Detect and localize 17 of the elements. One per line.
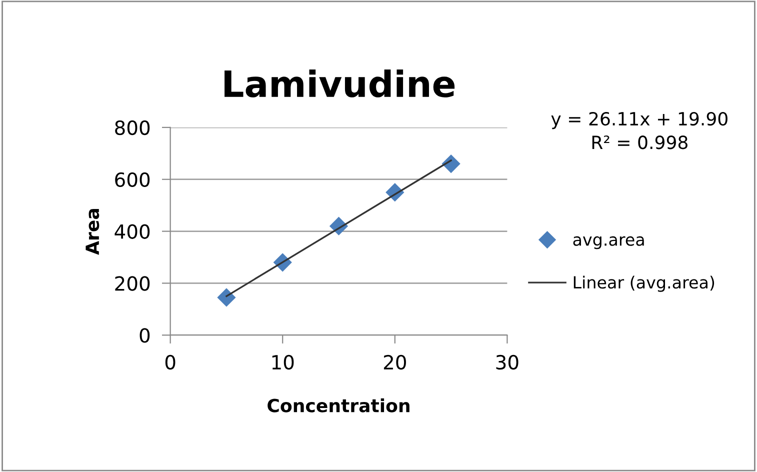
- text: y = 26.11x + 19.90: [551, 112, 728, 130]
- x-tick-label: 30: [496, 354, 518, 370]
- y-tick-label: 800: [115, 120, 150, 136]
- legend-label: avg.area: [573, 236, 644, 250]
- x-tick-label: 20: [384, 354, 406, 370]
- x-axis-title: Concentration: [268, 398, 410, 412]
- legend-label: Linear (avg.area): [574, 276, 714, 292]
- x-tick-label: 0: [165, 354, 176, 370]
- x-tick-label: 10: [272, 354, 294, 370]
- y-tick-label: 600: [115, 172, 150, 188]
- y-axis-title: Area: [86, 209, 100, 255]
- y-tick-label: 0: [140, 328, 150, 343]
- y-tick-label: 400: [114, 224, 150, 239]
- point: [217, 288, 236, 307]
- y-tick-label: 200: [115, 276, 150, 291]
- chart-title: Lamivudine: [224, 69, 455, 98]
- text: R² = 0.998: [592, 136, 688, 150]
